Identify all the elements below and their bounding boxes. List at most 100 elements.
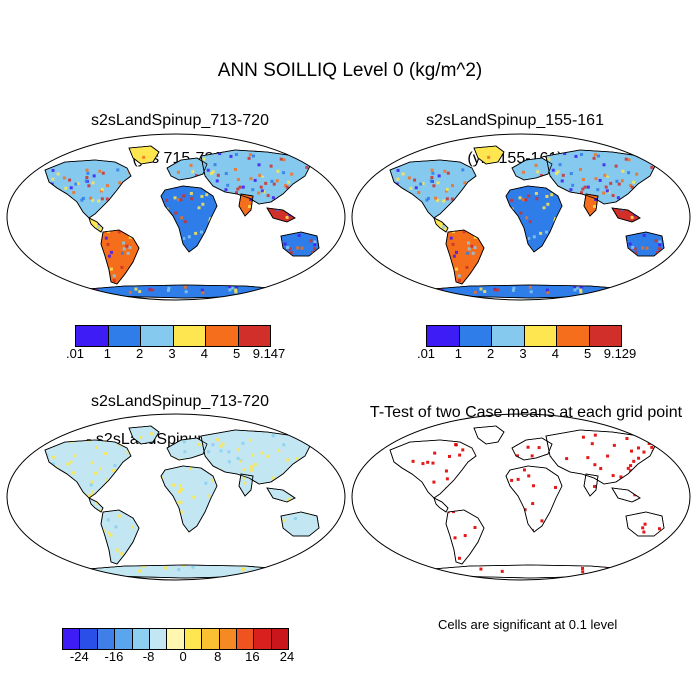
grid-cell — [173, 546, 177, 550]
grid-cell — [128, 167, 132, 171]
grid-cell — [419, 500, 423, 504]
grid-cell — [400, 194, 404, 198]
grid-cell — [179, 487, 183, 491]
grid-cell — [234, 290, 238, 294]
grid-cell — [162, 229, 166, 233]
grid-cell — [218, 152, 222, 156]
colorbar-tick-label: .01 — [65, 346, 85, 361]
grid-cell — [615, 279, 619, 283]
grid-cell — [602, 163, 606, 167]
grid-cell — [173, 196, 177, 200]
grid-cell — [205, 193, 209, 197]
grid-cell — [417, 570, 421, 574]
grid-cell — [70, 202, 74, 206]
grid-cell — [597, 154, 601, 158]
grid-cell — [512, 515, 516, 519]
grid-cell — [406, 188, 410, 192]
grid-cell — [620, 179, 624, 183]
colorbar-case1 — [75, 325, 271, 347]
grid-cell — [473, 235, 477, 239]
grid-cell — [196, 553, 200, 557]
grid-cell — [169, 160, 173, 164]
grid-cell — [94, 560, 98, 564]
grid-cell — [579, 482, 583, 486]
grid-cell — [537, 532, 541, 536]
grid-cell — [483, 290, 487, 294]
colorbar-swatch — [108, 326, 141, 346]
grid-cell — [581, 566, 585, 570]
map-difference — [6, 413, 346, 581]
grid-cell — [642, 450, 646, 454]
grid-cell — [592, 219, 596, 223]
grid-cell — [183, 237, 187, 241]
grid-cell — [461, 205, 465, 209]
grid-cell — [102, 225, 106, 229]
grid-cell — [459, 202, 463, 206]
grid-cell — [574, 280, 578, 284]
grid-cell — [302, 289, 306, 293]
grid-cell — [215, 196, 219, 200]
grid-cell — [564, 163, 568, 167]
grid-cell — [552, 280, 556, 284]
grid-cell — [485, 528, 489, 532]
grid-cell — [473, 167, 477, 171]
grid-cell — [54, 201, 58, 205]
grid-cell — [174, 163, 178, 167]
grid-cell — [206, 540, 210, 544]
grid-cell — [637, 456, 641, 460]
grid-cell — [514, 551, 518, 555]
grid-cell — [91, 490, 95, 494]
coastline — [160, 465, 218, 533]
grid-cell — [523, 248, 527, 252]
grid-cell — [530, 280, 534, 284]
grid-cell — [528, 285, 532, 289]
grid-cell — [463, 534, 467, 538]
grid-cell — [610, 204, 614, 208]
grid-cell — [48, 235, 52, 239]
grid-cell — [104, 236, 108, 240]
grid-cell — [414, 153, 418, 157]
grid-cell — [84, 179, 88, 183]
grid-cell — [170, 274, 174, 278]
grid-cell — [259, 230, 263, 234]
grid-cell — [616, 196, 620, 200]
grid-cell — [503, 184, 507, 188]
grid-cell — [274, 248, 278, 252]
grid-cell — [496, 256, 500, 260]
grid-cell — [437, 174, 441, 178]
grid-cell — [125, 560, 129, 564]
grid-cell — [612, 269, 616, 273]
grid-cell — [590, 248, 594, 252]
grid-cell — [525, 216, 529, 220]
grid-cell — [622, 203, 626, 207]
grid-cell — [401, 210, 405, 214]
grid-cell — [421, 249, 425, 253]
continent-outline — [433, 217, 449, 233]
grid-cell — [532, 235, 536, 239]
grid-cell — [112, 255, 116, 259]
grid-cell — [394, 217, 398, 221]
grid-cell — [642, 291, 646, 295]
coastline — [611, 207, 641, 223]
grid-cell — [423, 210, 427, 214]
grid-cell — [597, 275, 601, 279]
grid-cell — [179, 221, 183, 225]
grid-cell — [150, 263, 154, 267]
grid-cell — [264, 288, 268, 292]
grid-cell — [468, 193, 472, 197]
grid-cell — [250, 233, 254, 237]
grid-cell — [52, 222, 56, 226]
grid-cell — [313, 243, 317, 247]
grid-cell — [140, 194, 144, 198]
grid-cell — [467, 153, 471, 157]
grid-cell — [127, 279, 131, 283]
grid-cell — [313, 212, 317, 216]
grid-cell — [185, 280, 189, 284]
colorbar-swatch — [202, 629, 220, 649]
grid-cell — [463, 181, 467, 185]
grid-cell — [495, 263, 499, 267]
colorbar-tick-label: 3 — [519, 346, 527, 361]
grid-cell — [271, 244, 275, 248]
grid-cell — [485, 561, 489, 565]
grid-cell — [657, 468, 661, 472]
